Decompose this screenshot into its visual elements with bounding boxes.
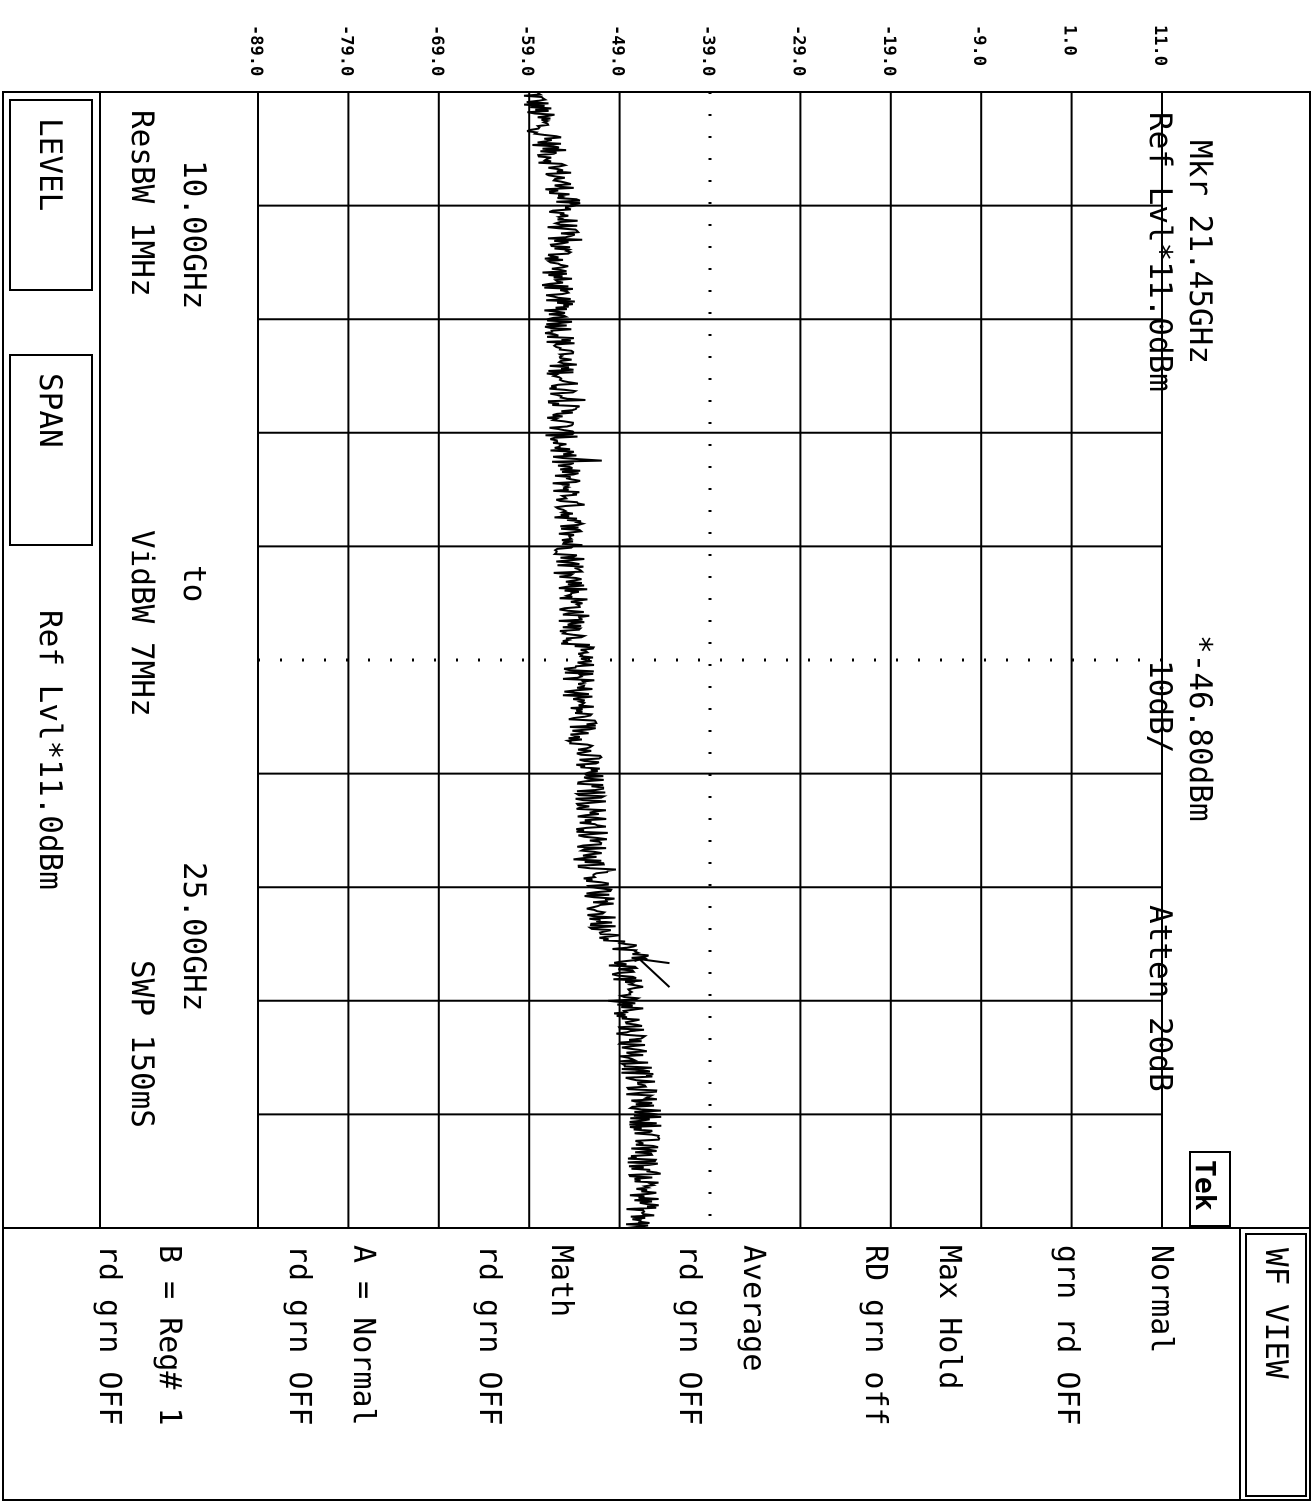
menu-item-normal-state[interactable]: grn rd OFF: [1050, 1245, 1085, 1426]
footer-reference-level: Ref Lvl*11.0dBm: [32, 610, 68, 890]
screen-frame: [2, 91, 1311, 1501]
level-softkey[interactable]: LEVEL: [9, 99, 93, 291]
y-tick-label-3: -19.0: [879, 25, 899, 76]
spectrum-trace: [523, 91, 662, 1229]
menu-title: WF VIEW: [1258, 1248, 1294, 1379]
menu-item-average-state[interactable]: rd grn OFF: [672, 1245, 707, 1426]
frequency-to: to: [176, 565, 212, 602]
tek-logo: Tek: [1189, 1151, 1231, 1227]
y-tick-label-7: -59.0: [517, 25, 537, 76]
y-tick-label-8: -69.0: [427, 25, 447, 76]
start-frequency: 10.00GHz: [176, 160, 212, 309]
menu-item-a-normal[interactable]: A = Normal: [346, 1245, 381, 1426]
stop-frequency: 25.00GHz: [176, 862, 212, 1011]
marker-level: *-46.80dBm: [1182, 635, 1218, 822]
plot-grid: [257, 92, 1163, 1228]
marker-symbol: [634, 956, 671, 988]
menu-item-max-hold[interactable]: Max Hold: [932, 1245, 967, 1390]
y-tick-label-2: -9.0: [969, 25, 989, 66]
video-bandwidth: VidBW 7MHz: [124, 530, 160, 717]
menu-item-average[interactable]: Average: [736, 1245, 771, 1371]
y-tick-label-0: 11.0: [1150, 25, 1170, 66]
svg-text:Tek: Tek: [1189, 1160, 1222, 1211]
sweep-time: SWP 150mS: [124, 960, 160, 1128]
menu-item-b-state[interactable]: rd grn OFF: [92, 1245, 127, 1426]
y-tick-label-6: -49.0: [608, 25, 628, 76]
y-tick-label-9: -79.0: [336, 25, 356, 76]
y-tick-label-4: -29.0: [788, 25, 808, 76]
span-softkey-label: SPAN: [32, 373, 68, 448]
resolution-bandwidth: ResBW 1MHz: [124, 110, 160, 297]
y-tick-label-10: -89.0: [246, 25, 266, 76]
menu-item-a-state[interactable]: rd grn OFF: [282, 1245, 317, 1426]
wf-view-menu: WF VIEW Normal grn rd OFF Max Hold RD gr…: [92, 1233, 1307, 1497]
menu-item-b-register[interactable]: B = Reg# 1: [152, 1245, 187, 1426]
menu-item-normal[interactable]: Normal: [1144, 1245, 1179, 1353]
menu-item-max-hold-state[interactable]: RD grn off: [858, 1245, 893, 1426]
reference-level: Ref Lvl*11.0dBm: [1142, 112, 1178, 392]
scale-per-division: 10dB/: [1142, 660, 1178, 753]
span-softkey[interactable]: SPAN: [9, 354, 93, 546]
menu-item-math-state[interactable]: rd grn OFF: [472, 1245, 507, 1426]
level-softkey-label: LEVEL: [32, 118, 68, 211]
y-tick-label-1: 1.0: [1060, 25, 1080, 56]
menu-item-math[interactable]: Math: [544, 1245, 579, 1317]
marker-frequency: Mkr 21.45GHz: [1182, 140, 1218, 364]
y-tick-label-5: -39.0: [698, 25, 718, 76]
y-axis-ticks: 11.0 1.0 -9.0 -19.0 -29.0 -39.0 -49.0 -59.0 -69.…: [246, 25, 1170, 76]
attenuation: Atten 20dB: [1142, 905, 1178, 1092]
